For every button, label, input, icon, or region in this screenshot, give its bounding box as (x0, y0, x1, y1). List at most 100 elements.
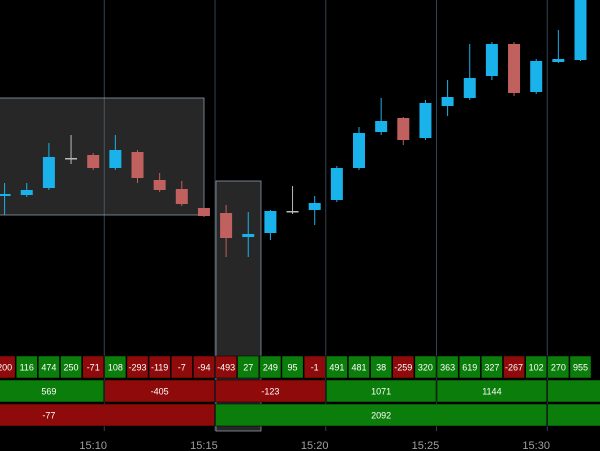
candle-body (42, 157, 55, 188)
delta-cell (326, 355, 348, 379)
delta-cell (281, 355, 304, 379)
candle-body (87, 155, 100, 168)
delta-label: -405 (151, 386, 169, 396)
delta-cell (0, 355, 16, 379)
candle-body (0, 194, 11, 196)
delta-cell (82, 355, 105, 379)
delta-cell (0, 403, 215, 427)
delta-label: -119 (151, 362, 168, 372)
candle-body (109, 150, 122, 168)
delta-label: -293 (128, 362, 146, 372)
candle-body (20, 190, 33, 195)
delta-label: -123 (261, 386, 279, 396)
delta-label: 955 (573, 362, 588, 372)
delta-label: 481 (351, 362, 366, 372)
delta-cell (547, 379, 600, 403)
delta-label: -493 (217, 362, 235, 372)
delta-cell (547, 403, 600, 427)
delta-cell (436, 379, 548, 403)
delta-label: 619 (462, 362, 477, 372)
delta-label: -71 (87, 362, 100, 372)
delta-cell (126, 355, 149, 379)
delta-label: 1144 (482, 386, 501, 396)
delta-label: 38 (376, 362, 386, 372)
delta-cell (414, 355, 437, 379)
x-tick-label: 15:10 (79, 440, 107, 451)
delta-label: 2092 (371, 410, 391, 420)
delta-cell (215, 379, 326, 403)
delta-label: 569 (41, 386, 56, 396)
delta-cell (525, 355, 548, 379)
delta-label: -1 (311, 362, 319, 372)
delta-label: -94 (197, 362, 210, 372)
candle-body (375, 121, 388, 132)
delta-cell (15, 355, 38, 379)
delta-label: -7 (178, 362, 186, 372)
highlight-box (0, 97, 205, 216)
delta-label: 102 (529, 362, 544, 372)
delta-cell (303, 355, 326, 379)
candle-body (463, 78, 476, 98)
candle-body (153, 180, 166, 190)
candle-body (397, 118, 410, 140)
delta-label: 270 (551, 362, 566, 372)
delta-label: 491 (329, 362, 344, 372)
candle-body (552, 59, 565, 62)
delta-cell (0, 379, 105, 403)
delta-cell (392, 355, 415, 379)
delta-label: 474 (41, 362, 56, 372)
x-tick-label: 15:20 (301, 440, 329, 451)
delta-cell (237, 355, 260, 379)
delta-label: 95 (288, 362, 298, 372)
delta-label: 320 (418, 362, 433, 372)
candle-body (308, 203, 321, 210)
delta-cell (326, 379, 437, 403)
delta-label: 327 (484, 362, 499, 372)
candle-body (220, 213, 233, 238)
delta-label: -77 (42, 410, 55, 420)
delta-cell (104, 379, 215, 403)
delta-cell (436, 355, 459, 379)
delta-cell (193, 355, 215, 379)
candle-body (65, 158, 78, 160)
delta-cell (348, 355, 370, 379)
delta-cell (215, 355, 237, 379)
candle-body (242, 234, 255, 237)
x-tick-label: 15:15 (190, 440, 218, 451)
candle-body (175, 189, 188, 204)
delta-cell (370, 355, 392, 379)
delta-label: 116 (20, 362, 34, 372)
delta-label: 250 (64, 362, 79, 372)
delta-label: -259 (394, 362, 412, 372)
candle-body (264, 211, 277, 233)
delta-cell (60, 355, 82, 379)
delta-label: 108 (108, 362, 123, 372)
candle-body (353, 133, 365, 168)
x-tick-label: 15:30 (522, 440, 550, 451)
delta-cell (503, 355, 525, 379)
candle-body (419, 103, 432, 138)
delta-label: 363 (440, 362, 455, 372)
delta-label: 27 (243, 362, 253, 372)
delta-cell (481, 355, 503, 379)
delta-cell (458, 355, 481, 379)
candle-body (286, 211, 299, 213)
candle-body (330, 168, 343, 200)
delta-cell (569, 355, 592, 379)
delta-cell (38, 355, 60, 379)
x-tick-label: 15:25 (412, 440, 440, 451)
delta-label: 200 (0, 362, 12, 372)
candle-body (508, 44, 521, 93)
delta-cell (148, 355, 171, 379)
candle-body (441, 97, 454, 106)
candle-body (131, 152, 144, 178)
candle-body (530, 61, 543, 92)
delta-label: -267 (505, 362, 523, 372)
delta-cell (215, 403, 548, 427)
candle-body (574, 0, 587, 60)
delta-cell (547, 355, 570, 379)
delta-label: 249 (263, 362, 278, 372)
delta-cell (170, 355, 193, 379)
candle-body (197, 208, 210, 216)
